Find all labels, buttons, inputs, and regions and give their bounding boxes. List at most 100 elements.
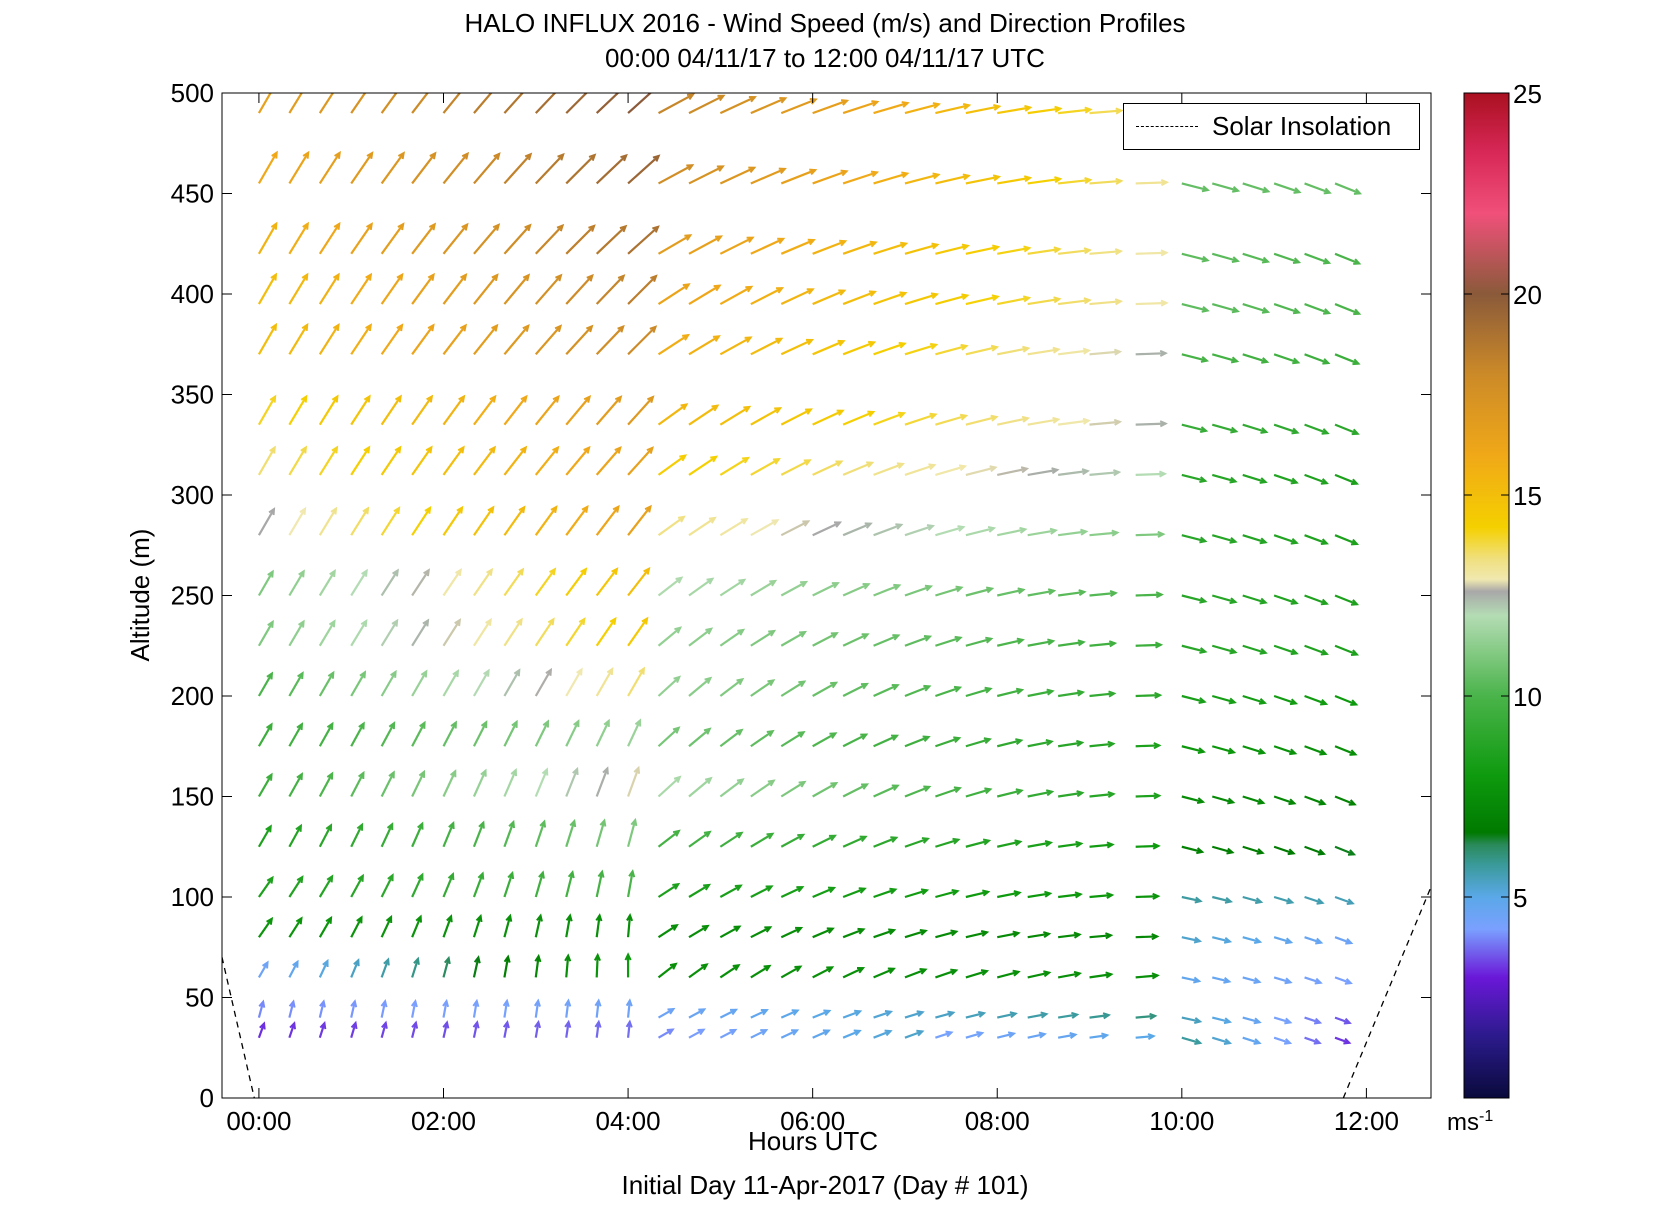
wind-arrow <box>812 782 839 798</box>
wind-arrow-shaft <box>1058 893 1081 899</box>
wind-arrow-shaft <box>780 1009 799 1019</box>
wind-arrow-head <box>923 634 933 642</box>
wind-arrow-head <box>896 462 905 469</box>
wind-arrow-shaft <box>1057 842 1082 848</box>
wind-arrow <box>750 729 775 748</box>
wind-arrow <box>1304 845 1326 856</box>
wind-arrow <box>380 323 404 355</box>
wind-arrow <box>595 395 623 426</box>
wind-arrow <box>1212 976 1232 984</box>
wind-arrow <box>965 414 999 426</box>
wind-arrow <box>534 870 545 898</box>
wind-arrow <box>873 583 902 597</box>
wind-arrow-shaft <box>534 153 564 185</box>
wind-arrow-head <box>1198 697 1207 704</box>
wind-arrow-head <box>732 963 741 971</box>
wind-arrow <box>503 567 525 597</box>
wind-arrow-head <box>478 820 485 829</box>
wind-arrow-shaft <box>719 778 744 798</box>
wind-arrow-shaft <box>595 820 606 848</box>
wind-arrow-head <box>982 889 991 897</box>
wind-arrow-shaft <box>873 292 906 306</box>
wind-arrow-head <box>1147 1033 1156 1041</box>
wind-arrow-head <box>673 675 682 683</box>
wind-arrow-shaft <box>1057 1013 1078 1019</box>
wind-arrow <box>627 504 652 536</box>
wind-arrow <box>1058 176 1093 185</box>
wind-arrow <box>997 345 1031 356</box>
wind-arrow-head <box>980 930 990 937</box>
wind-arrow-head <box>867 410 876 418</box>
wind-arrow <box>750 1029 769 1039</box>
wind-arrow-head <box>503 954 511 963</box>
wind-arrow-head <box>890 836 899 843</box>
wind-arrow-head <box>646 446 654 454</box>
wind-arrow <box>873 523 904 537</box>
wind-arrow-head <box>733 925 742 933</box>
wind-arrow-shaft <box>1135 251 1167 255</box>
wind-arrow-head <box>740 517 749 525</box>
wind-arrow-shaft <box>1135 1035 1154 1039</box>
wind-arrow-shaft <box>442 395 465 426</box>
wind-arrow-shaft <box>1242 302 1269 313</box>
wind-arrow-head <box>713 284 722 292</box>
wind-arrow-head <box>366 151 374 160</box>
wind-arrow-head <box>265 824 272 833</box>
wind-arrow <box>688 1008 707 1019</box>
wind-arrow <box>288 916 303 938</box>
y-tick-label: 350 <box>171 380 214 410</box>
wind-arrow-shaft <box>595 1021 600 1038</box>
wind-arrow <box>1089 469 1122 477</box>
wind-arrow-head <box>1052 346 1061 354</box>
wind-arrow-head <box>296 772 303 781</box>
wind-arrow <box>1089 298 1124 306</box>
wind-arrow-shaft <box>288 223 309 255</box>
wind-arrow-shaft <box>503 721 518 747</box>
wind-arrow <box>1027 638 1056 647</box>
wind-arrow-head <box>491 273 499 282</box>
wind-arrow-head <box>870 170 880 178</box>
wind-arrow-head <box>1082 347 1092 355</box>
wind-arrow <box>1273 795 1297 806</box>
wind-arrow-shaft <box>842 410 874 426</box>
wind-arrow-head <box>1284 1017 1293 1025</box>
wind-arrow-head <box>1313 1038 1322 1045</box>
wind-arrow-shaft <box>1304 644 1328 656</box>
wind-arrow-head <box>957 525 966 532</box>
wind-arrow-head <box>929 342 939 350</box>
wind-arrow-head <box>735 831 744 839</box>
wind-arrow <box>935 786 962 798</box>
wind-arrow-shaft <box>473 324 498 355</box>
wind-arrow-shaft <box>318 672 335 697</box>
wind-arrow-shaft <box>842 241 877 255</box>
wind-arrow <box>1334 534 1360 546</box>
wind-arrow-shaft <box>472 873 484 898</box>
wind-arrow-shaft <box>1089 591 1116 597</box>
wind-arrow-shaft <box>935 526 964 537</box>
wind-arrow-shaft <box>719 729 743 748</box>
wind-arrow <box>1334 976 1353 985</box>
wind-arrow-shaft <box>657 234 691 255</box>
wind-arrow-shaft <box>503 506 526 536</box>
wind-arrow-shaft <box>380 823 394 848</box>
wind-arrow <box>288 722 304 747</box>
wind-arrow-shaft <box>1089 642 1116 647</box>
wind-arrow <box>904 888 930 899</box>
wind-arrow-head <box>649 325 658 333</box>
wind-arrow-shaft <box>595 447 622 476</box>
wind-arrow-shaft <box>996 789 1022 798</box>
wind-arrow-head <box>1013 890 1022 898</box>
wind-arrow <box>1273 745 1298 756</box>
wind-arrow <box>534 719 550 747</box>
wind-arrow-shaft <box>318 1022 326 1039</box>
wind-arrow-head <box>1289 698 1299 706</box>
wind-arrow-head <box>860 682 870 690</box>
wind-arrow-shaft <box>842 887 866 899</box>
wind-arrow-shaft <box>565 93 588 114</box>
wind-arrow-head <box>798 780 807 788</box>
wind-arrow-head <box>1071 1011 1080 1019</box>
wind-arrow-head <box>1077 639 1086 647</box>
wind-arrow <box>350 222 374 255</box>
wind-arrow-shaft <box>595 768 609 797</box>
wind-arrow <box>1273 1016 1293 1025</box>
